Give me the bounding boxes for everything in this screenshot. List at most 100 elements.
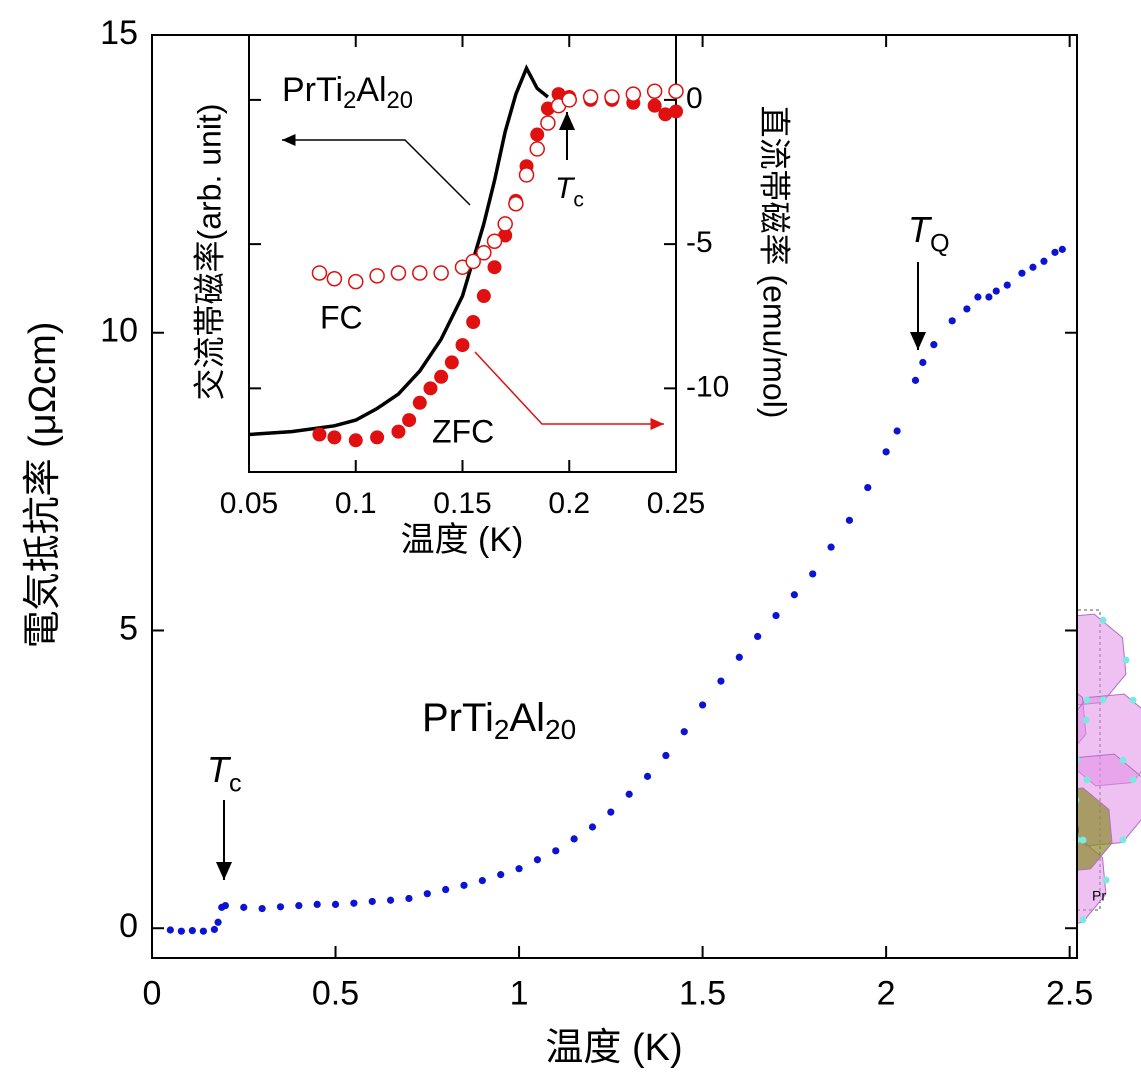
- annotation-sub: c: [229, 769, 242, 797]
- data-point: [434, 369, 449, 384]
- x-tick-label: 0.5: [312, 974, 359, 1012]
- data-point: [864, 483, 872, 492]
- text-part: PrTi: [422, 696, 494, 740]
- data-point: [370, 430, 385, 445]
- data-point: [680, 728, 688, 736]
- data-point: [327, 430, 342, 445]
- data-point: [402, 413, 417, 428]
- data-point: [893, 427, 901, 435]
- data-point: [444, 355, 459, 370]
- data-point: [882, 448, 890, 456]
- data-point: [985, 293, 993, 301]
- atom-al: [1099, 616, 1107, 624]
- annotation-main: T: [555, 172, 576, 205]
- y-tick-label: 10: [100, 312, 138, 350]
- data-point: [669, 104, 683, 119]
- data-point: [533, 856, 542, 864]
- x-tick-label: 0: [143, 974, 162, 1012]
- annotation-main: T: [207, 749, 232, 790]
- data-point: [809, 570, 817, 578]
- data-point: [607, 808, 615, 816]
- atom-al: [1129, 696, 1137, 704]
- structure-label: Pr: [1092, 888, 1106, 904]
- y-tick-label: 5: [119, 609, 138, 647]
- data-point: [177, 927, 185, 935]
- data-point: [476, 289, 491, 304]
- data-point: [717, 677, 725, 685]
- data-point: [1018, 269, 1026, 277]
- data-point: [646, 83, 663, 99]
- data-point: [588, 823, 597, 831]
- y2-tick-label: -10: [686, 370, 729, 403]
- subscript: 20: [545, 714, 576, 745]
- data-point: [423, 381, 438, 396]
- x-tick-label: 2: [877, 974, 896, 1012]
- subscript: 2: [343, 87, 356, 114]
- data-point: [643, 772, 652, 780]
- data-point: [412, 395, 427, 410]
- data-point: [735, 653, 743, 661]
- annotation-sub: Q: [930, 229, 950, 257]
- text-part: Al: [356, 71, 386, 109]
- y2-tick-label: -5: [686, 226, 713, 259]
- data-point: [1003, 281, 1011, 289]
- y2-tick-label: 0: [686, 82, 703, 115]
- data-point: [974, 293, 982, 301]
- atom-al: [1129, 776, 1137, 784]
- text-part: PrTi: [282, 71, 343, 109]
- data-point: [348, 433, 363, 448]
- data-point: [331, 900, 340, 909]
- x-tick-label: 1.5: [679, 974, 726, 1012]
- data-point: [348, 273, 364, 290]
- data-point: [312, 427, 327, 442]
- y-tick-label: 0: [119, 907, 138, 945]
- annotation-main: T: [908, 209, 933, 250]
- data-point: [295, 901, 303, 910]
- data-point: [530, 127, 545, 142]
- data-point: [423, 890, 431, 898]
- x-tick-label: 0.2: [548, 487, 590, 520]
- data-point: [992, 287, 1000, 295]
- annotation: Tc: [555, 172, 584, 211]
- data-point: [625, 86, 642, 102]
- data-point: [465, 253, 481, 270]
- x-tick-label: 0.05: [220, 487, 278, 520]
- data-point: [405, 894, 413, 903]
- y2-axis-label: 直流帯磁率 (emu/mol): [757, 106, 793, 419]
- y-axis-label: 電気抵抗率 (μΩcm): [22, 322, 64, 649]
- data-point: [930, 341, 938, 349]
- data-point: [487, 260, 502, 275]
- data-point: [658, 107, 673, 122]
- data-point: [604, 89, 620, 105]
- data-point: [515, 865, 523, 873]
- atom-al: [1122, 656, 1130, 664]
- data-point: [668, 83, 684, 99]
- data-point: [561, 92, 577, 108]
- data-point: [540, 115, 556, 131]
- data-point: [240, 903, 248, 911]
- data-point: [386, 896, 395, 904]
- annotation: Tc: [207, 749, 242, 798]
- annotation-sub: c: [573, 188, 584, 211]
- data-point: [390, 265, 407, 281]
- data-point: [311, 265, 328, 281]
- data-point: [552, 847, 560, 855]
- subscript: 2: [494, 714, 510, 745]
- compound-label: PrTi2Al20: [422, 696, 576, 746]
- data-point: [326, 270, 343, 287]
- x-axis-label: 温度 (K): [545, 1027, 682, 1069]
- data-point: [455, 338, 470, 353]
- data-point: [570, 835, 578, 843]
- data-point: [442, 885, 450, 894]
- data-point: [369, 268, 385, 284]
- data-point: [188, 927, 196, 935]
- data-point: [350, 899, 358, 907]
- data-point: [486, 233, 503, 249]
- data-point: [460, 881, 468, 889]
- data-point: [199, 927, 207, 935]
- atom-al: [1079, 916, 1087, 924]
- data-point: [948, 317, 956, 325]
- atom-al: [1099, 696, 1107, 704]
- data-point: [433, 265, 449, 281]
